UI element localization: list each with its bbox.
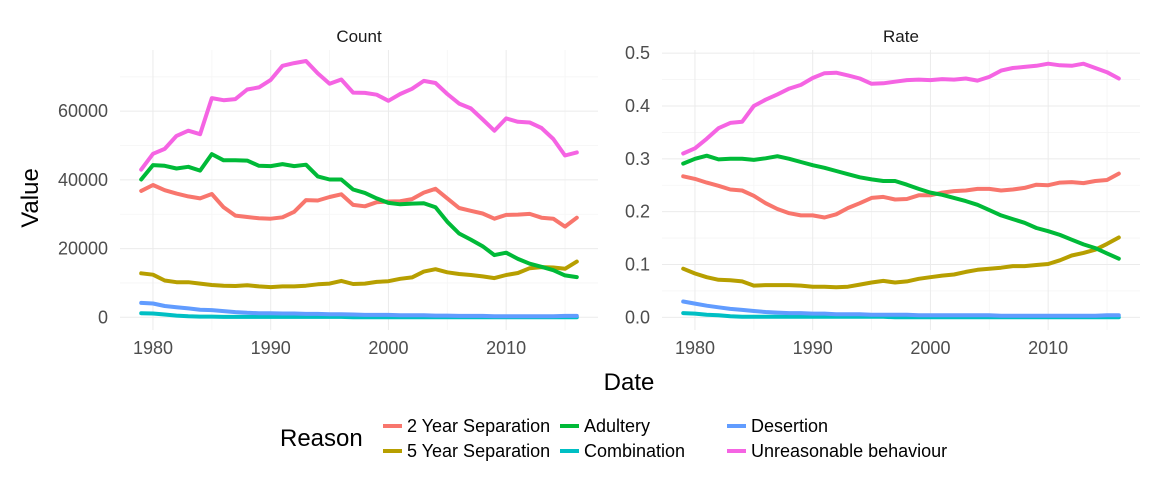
x-tick-label: 2000 <box>910 338 950 358</box>
legend-item: Adultery <box>560 416 650 436</box>
legend-label: Unreasonable behaviour <box>751 441 947 461</box>
legend: 2 Year Separation 5 Year Separation Adulte… <box>383 416 947 461</box>
series-line-2-year-separation <box>681 171 1121 220</box>
series-line-5-year-separation <box>139 259 579 290</box>
legend-item: 2 Year Separation <box>383 416 550 436</box>
series-line-desertion <box>681 299 1121 318</box>
x-tick-label: 1980 <box>675 338 715 358</box>
legend-label: 2 Year Separation <box>407 416 550 436</box>
y-tick-label: 0.3 <box>625 149 650 169</box>
series-line-desertion <box>139 300 579 319</box>
series-line-adultery <box>681 153 1121 261</box>
series-line-unreasonable-behaviour <box>139 59 579 172</box>
y-tick-label: 60000 <box>58 101 108 121</box>
panel-rate: Rate 1980 1990 2000 2010 0.0 0.1 0.2 0.3 0.4 0.5 <box>625 27 1140 358</box>
series-line-5-year-separation <box>681 235 1121 290</box>
legend-label: Combination <box>584 441 685 461</box>
y-tick-label: 0.0 <box>625 307 650 327</box>
y-tick-label: 0.2 <box>625 202 650 222</box>
series-line-unreasonable-behaviour <box>681 61 1121 156</box>
series-line-2-year-separation <box>139 183 579 229</box>
panel-title: Rate <box>883 27 919 46</box>
legend-title: Reason <box>280 425 363 452</box>
y-axis-title: Value <box>17 168 44 228</box>
x-tick-label: 1980 <box>133 338 173 358</box>
y-tick-label: 0.1 <box>625 254 650 274</box>
y-tick-label: 0.4 <box>625 96 650 116</box>
x-tick-label: 2010 <box>486 338 526 358</box>
y-tick-label: 0.5 <box>625 43 650 63</box>
legend-item: Desertion <box>727 416 828 436</box>
legend-label: Adultery <box>584 416 650 436</box>
series-line-adultery <box>139 152 579 280</box>
panel-count: Count 1980 1990 2000 2010 0 20000 40000 60000 <box>58 27 598 358</box>
legend-item: 5 Year Separation <box>383 441 550 461</box>
x-tick-label: 1990 <box>251 338 291 358</box>
legend-label: 5 Year Separation <box>407 441 550 461</box>
y-tick-label: 0 <box>98 307 108 327</box>
x-tick-label: 1990 <box>793 338 833 358</box>
legend-label: Desertion <box>751 416 828 436</box>
x-axis-title: Date <box>604 369 655 396</box>
chart-panels: Count 1980 1990 2000 2010 0 20000 40000 60000 Rat… <box>58 27 1140 358</box>
y-tick-label: 20000 <box>58 239 108 259</box>
legend-item: Unreasonable behaviour <box>727 441 947 461</box>
legend-item: Combination <box>560 441 685 461</box>
y-tick-label: 40000 <box>58 170 108 190</box>
panel-title: Count <box>336 27 382 46</box>
x-tick-label: 2010 <box>1028 338 1068 358</box>
x-tick-label: 2000 <box>368 338 408 358</box>
